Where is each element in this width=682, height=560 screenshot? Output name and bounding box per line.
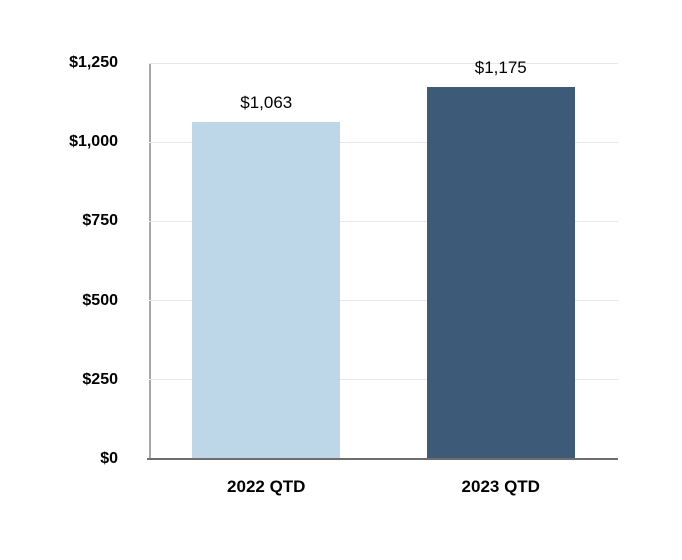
y-axis-line (149, 63, 151, 459)
bar-2023-qtd (426, 86, 575, 459)
gridline (149, 300, 618, 302)
bar-value-label: $1,063 (240, 93, 293, 113)
y-tick-label: $750 (82, 212, 118, 230)
plot-area: $1,063 2022 QTD $1,175 2023 QTD (147, 58, 618, 496)
x-tick-label: 2022 QTD (227, 477, 306, 496)
gridline (149, 141, 618, 143)
gridline (149, 220, 618, 222)
gridline (149, 62, 618, 64)
y-tick-label: $500 (82, 291, 118, 309)
y-tick-label: $250 (82, 370, 118, 388)
x-tick-label: 2023 QTD (461, 477, 540, 496)
bar-value-label: $1,175 (474, 57, 527, 77)
bar-2022-qtd (192, 122, 341, 459)
y-tick-label: $1,000 (69, 133, 118, 151)
y-tick-label: $0 (100, 450, 118, 467)
x-axis-line (147, 458, 618, 460)
gridline (149, 379, 618, 381)
y-tick-label: $1,250 (69, 54, 118, 71)
y-axis: $0 $250 $500 $750 $1,000 $1,250 (0, 0, 118, 560)
